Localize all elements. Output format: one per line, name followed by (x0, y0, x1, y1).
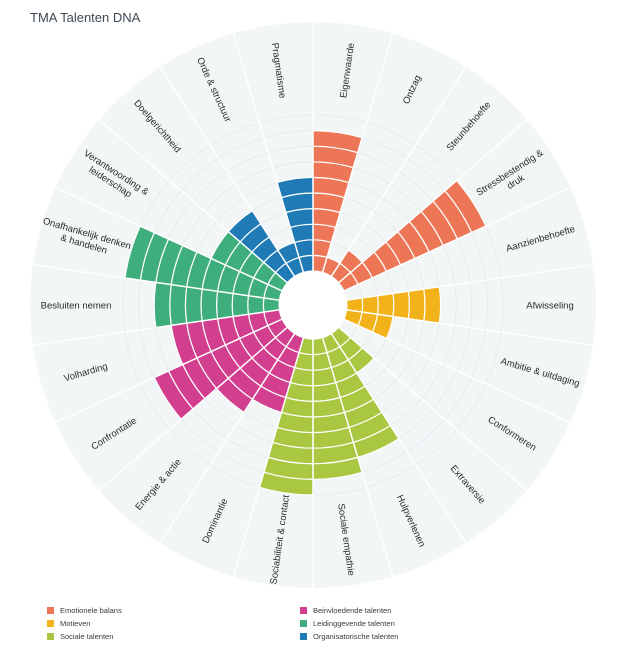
spoke-gridline (321, 337, 394, 577)
spoke-gridlines (32, 22, 594, 588)
spoke-gridline (343, 318, 571, 424)
spoke-gridline (55, 318, 283, 424)
spoke-gridline (159, 333, 296, 544)
spoke-gridline (330, 66, 467, 277)
spoke-gridline (343, 186, 571, 292)
legend-label: Leidinggevende talenten (313, 618, 395, 628)
legend-item-beinvloedende-talenten: Beinvloedende talenten (300, 604, 391, 616)
category-label-afwisseling: Afwisseling (526, 301, 574, 312)
spoke-gridline (346, 264, 594, 301)
spoke-gridline (98, 119, 288, 284)
bar-segment (247, 295, 265, 315)
legend-swatch (47, 632, 54, 640)
spoke-gridline (32, 264, 280, 301)
spoke-gridline (338, 326, 528, 491)
bar-segment (361, 295, 379, 315)
legend-swatch (300, 619, 307, 627)
bar-pragmatisme (276, 176, 314, 274)
category-label-besluiten-nemen: Besluiten nemen (41, 301, 112, 312)
legend-label: Emotionele balans (60, 605, 122, 615)
radial-chart: Eigenwaarde Ontzag Steunbehoefte Stressbest… (30, 22, 596, 588)
spoke-gridline (232, 33, 305, 273)
spoke-gridline (98, 326, 288, 491)
legend-item-motieven: Motieven (47, 617, 90, 629)
legend-swatch (300, 606, 307, 614)
spoke-gridline (55, 186, 283, 292)
bar-segment (423, 286, 442, 324)
bar-segment (169, 283, 188, 327)
bar-segment (153, 281, 172, 329)
spoke-gridline (338, 119, 528, 284)
legend-item-leidinggevende-talenten: Leidinggevende talenten (300, 617, 395, 629)
center-hole (279, 271, 347, 339)
legend-swatch (47, 606, 54, 614)
bar-segment (392, 290, 410, 320)
legend-label: Organisatorische talenten (313, 631, 399, 641)
bar-segment (216, 290, 234, 320)
bar-segment (407, 288, 426, 322)
spoke-gridline (346, 309, 594, 346)
spoke-gridline (321, 33, 394, 273)
legend-item-organisatorische-talenten: Organisatorische talenten (300, 630, 398, 642)
bar-afwisseling (345, 286, 442, 324)
bar-eigenwaarde (312, 129, 363, 274)
bar-besluiten-nemen (153, 281, 281, 329)
legend-swatch (47, 619, 54, 627)
bar-segment (376, 292, 395, 318)
legend-swatch (300, 632, 307, 640)
legend-item-emotionele-balans: Emotionele balans (47, 604, 122, 616)
bar-segment (184, 286, 203, 324)
legend-item-sociale-talenten: Sociale talenten (47, 630, 113, 642)
legend-label: Motieven (60, 618, 91, 628)
bar-segment (231, 292, 250, 318)
spoke-gridline (232, 337, 305, 577)
chart-title: TMA Talenten DNA (30, 10, 141, 25)
legend-label: Beinvloedende talenten (313, 605, 392, 615)
spoke-gridline (330, 333, 467, 544)
bar-segment (200, 288, 219, 322)
radial-chart-svg: Eigenwaarde OntzagSteunbehoefteStressbest… (30, 22, 596, 588)
legend-label: Sociale talenten (60, 631, 114, 641)
bar-dominantie (251, 332, 305, 414)
spoke-gridline (32, 309, 280, 346)
spoke-gridline (159, 66, 296, 277)
bar-stressbestendig-and-druk (337, 179, 487, 292)
legend: Emotionele balans Motieven Sociale talente… (47, 604, 607, 644)
